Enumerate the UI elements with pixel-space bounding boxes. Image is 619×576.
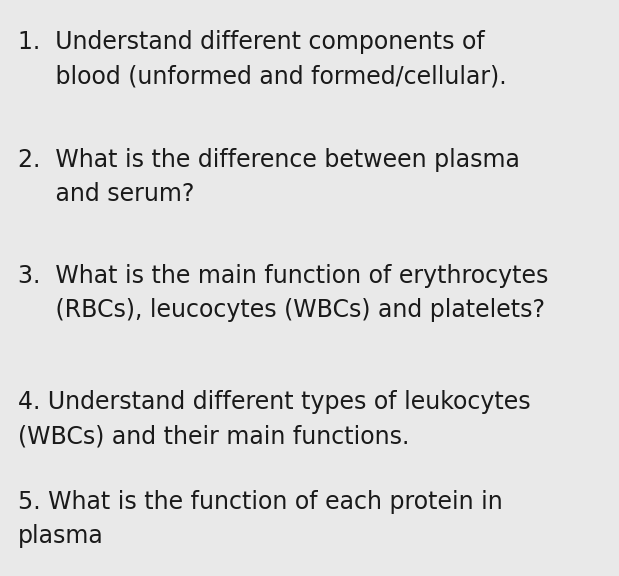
Text: 3.  What is the main function of erythrocytes
     (RBCs), leucocytes (WBCs) and: 3. What is the main function of erythroc… [18, 264, 548, 323]
Text: 2.  What is the difference between plasma
     and serum?: 2. What is the difference between plasma… [18, 148, 520, 206]
Text: 1.  Understand different components of
     blood (unformed and formed/cellular): 1. Understand different components of bl… [18, 30, 506, 89]
Text: 5. What is the function of each protein in
plasma: 5. What is the function of each protein … [18, 490, 503, 548]
Text: 4. Understand different types of leukocytes
(WBCs) and their main functions.: 4. Understand different types of leukocy… [18, 390, 530, 449]
